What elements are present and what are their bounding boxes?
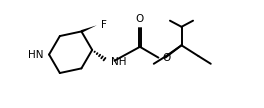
- Text: HN: HN: [28, 50, 44, 60]
- Text: F: F: [101, 20, 107, 29]
- Text: O: O: [136, 14, 144, 24]
- Text: O: O: [162, 53, 171, 63]
- Text: NH: NH: [111, 57, 126, 67]
- Polygon shape: [81, 25, 97, 33]
